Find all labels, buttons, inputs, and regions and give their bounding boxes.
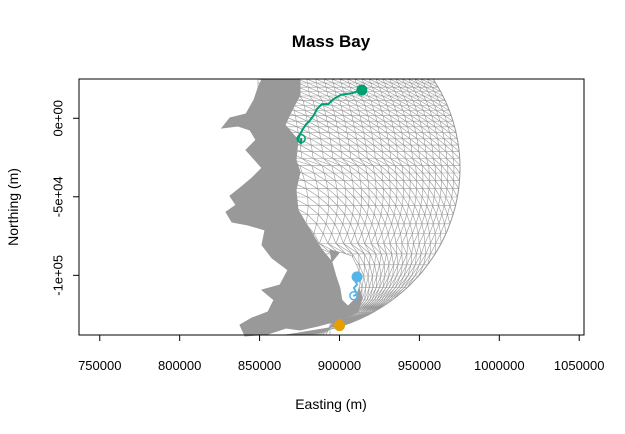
x-axis: 750000 800000 850000 900000 950000 1000000 105… <box>78 334 605 373</box>
y-tick-label: -5e+04 <box>50 176 65 217</box>
x-axis-label: Easting (m) <box>295 396 367 412</box>
tracks-layer <box>296 84 368 332</box>
mesh-layer <box>257 78 461 336</box>
x-tick-label: 1000000 <box>474 358 525 373</box>
x-tick-label: 750000 <box>78 358 121 373</box>
track-end-point-0 <box>296 133 306 144</box>
track-start-point-2 <box>333 320 345 332</box>
land-layer <box>220 78 363 337</box>
x-tick-label: 850000 <box>238 358 281 373</box>
y-axis: 0e+00 -5e+04 -1e+05 <box>50 100 80 296</box>
track-end-point-2 <box>334 319 345 329</box>
chart-title: Mass Bay <box>292 32 371 51</box>
x-tick-label: 1050000 <box>554 358 605 373</box>
mesh-outer-boundary <box>284 78 461 336</box>
y-axis-label: Northing (m) <box>5 168 21 246</box>
y-tick-label: 0e+00 <box>50 100 65 137</box>
track-start-point-1 <box>351 271 363 283</box>
x-tick-label: 950000 <box>398 358 441 373</box>
track-start-point-0 <box>356 84 368 96</box>
track-end-point-1 <box>349 290 359 301</box>
y-tick-label: -1e+05 <box>50 255 65 296</box>
x-tick-label: 900000 <box>318 358 361 373</box>
track-line-0 <box>296 89 363 145</box>
x-tick-label: 800000 <box>158 358 201 373</box>
coastal-mesh <box>220 78 363 337</box>
